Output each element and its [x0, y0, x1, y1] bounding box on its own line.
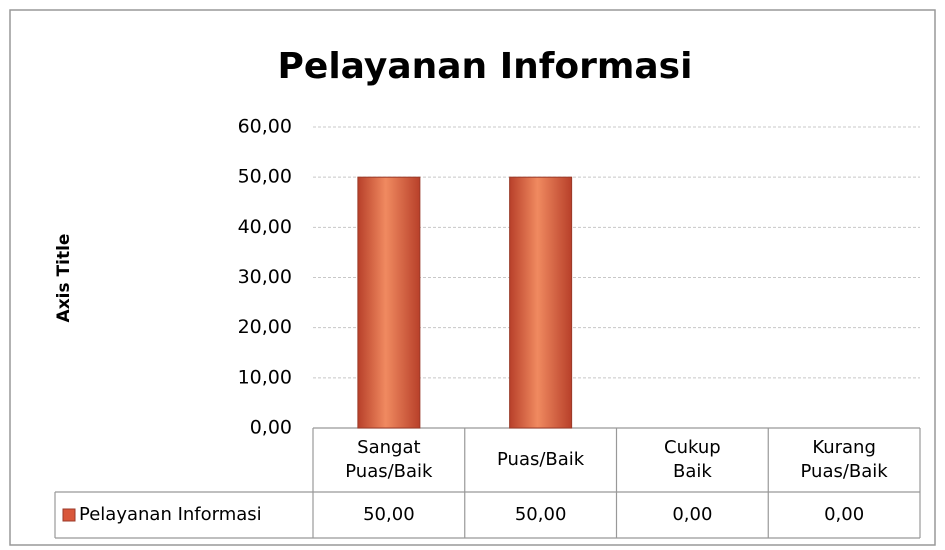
bar: [357, 176, 421, 429]
data-table-value: 50,00: [363, 504, 415, 525]
legend-label: Pelayanan Informasi: [79, 504, 262, 525]
y-axis-title: Axis Title: [54, 234, 74, 323]
y-tick-label: 20,00: [238, 316, 292, 338]
x-tick-label: Puas/Baik: [497, 449, 585, 470]
data-table-value: 0,00: [672, 504, 713, 525]
y-tick-label: 0,00: [250, 417, 292, 439]
x-tick-label: Cukup Baik: [664, 437, 721, 482]
chart-title: Pelayanan Informasi: [278, 46, 693, 87]
data-table-value: 50,00: [514, 504, 567, 525]
legend-swatch: [62, 508, 76, 522]
y-tick-label: 40,00: [238, 216, 292, 238]
y-tick-label: 60,00: [238, 116, 292, 138]
x-tick-label: Sangat Puas/Baik: [345, 437, 433, 482]
data-table-value: 0,00: [824, 504, 865, 525]
y-tick-label: 10,00: [238, 366, 292, 388]
y-tick-label: 30,00: [238, 266, 292, 288]
x-tick-label: Kurang Puas/Baik: [800, 437, 888, 482]
y-tick-label: 50,00: [238, 166, 292, 188]
bar: [509, 176, 573, 429]
